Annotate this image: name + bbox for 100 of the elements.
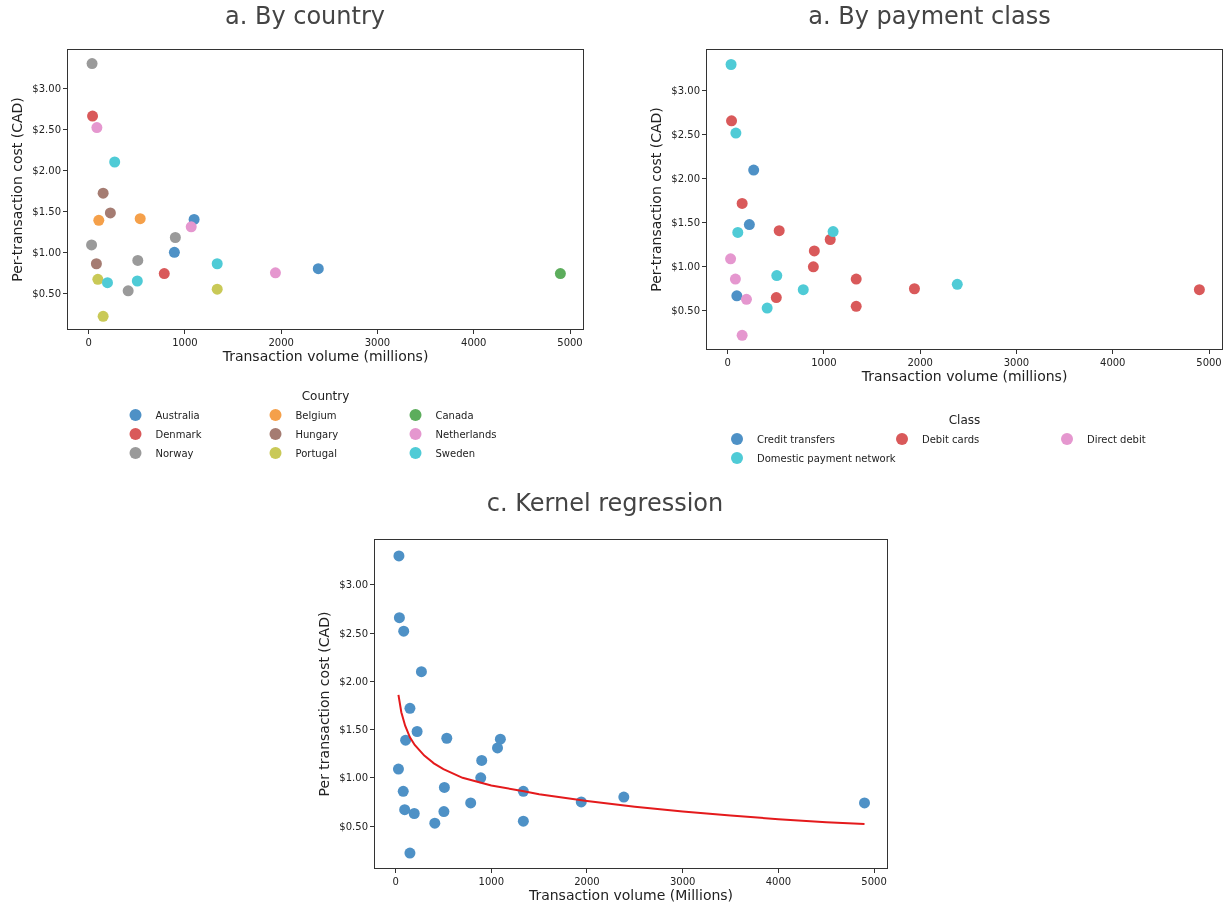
point (725, 59, 737, 71)
point (465, 797, 477, 809)
point (618, 791, 630, 803)
point (87, 110, 99, 122)
legend-label: Denmark (155, 428, 202, 440)
point (185, 221, 197, 233)
y-tick-label: $3.00 (339, 579, 368, 591)
y-tick-label: $3.00 (671, 85, 700, 97)
y-tick-label: $0.50 (339, 820, 368, 832)
point (517, 815, 529, 827)
x-tick-label: 2000 (574, 876, 600, 887)
point (269, 267, 281, 279)
legend-title: Country (301, 389, 350, 404)
legend-label: Australia (155, 409, 200, 421)
point (476, 754, 488, 766)
chart-title: c. Kernel regression (486, 489, 724, 518)
y-tick-label: $2.00 (32, 164, 61, 176)
point (86, 58, 98, 70)
x-tick-label: 4000 (1100, 357, 1126, 368)
point (441, 732, 453, 744)
point (408, 807, 420, 819)
legend-label: Hungary (295, 428, 339, 440)
point (429, 817, 441, 829)
x-tick-label: 5000 (1196, 357, 1222, 368)
x-tick-label: 2000 (907, 357, 933, 368)
y-tick-label: $1.50 (32, 205, 61, 217)
y-tick-label: $1.00 (339, 772, 368, 784)
x-tick-label: 0 (392, 876, 399, 887)
x-tick-label: 4000 (461, 337, 487, 348)
legend-label: Domestic payment network (757, 452, 896, 464)
point (729, 273, 741, 285)
point (90, 258, 102, 270)
point (404, 847, 416, 859)
y-tick-label: $0.50 (671, 305, 700, 317)
point (131, 275, 143, 287)
y-tick-label: $3.00 (32, 82, 61, 94)
point (86, 239, 98, 251)
x-axis-title: Transaction volume (millions) (860, 368, 1068, 385)
point (398, 625, 410, 637)
point (400, 734, 412, 746)
y-tick-label: $1.00 (32, 246, 61, 258)
chart-title: a. By country (224, 2, 386, 30)
x-tick-label: 1000 (811, 357, 837, 368)
x-tick-label: 3000 (669, 876, 696, 887)
point (850, 273, 862, 285)
x-tick-label: 3000 (364, 337, 391, 348)
point (771, 270, 783, 282)
point (97, 187, 109, 199)
point (908, 283, 920, 295)
legend-title: Class (948, 413, 981, 428)
point (211, 283, 223, 295)
x-tick-label: 0 (724, 357, 731, 368)
point (404, 702, 416, 714)
point (158, 268, 170, 280)
legend-label: Netherlands (435, 428, 497, 440)
y-axis-title: Per transaction cost (CAD) (315, 611, 332, 797)
point (951, 278, 963, 290)
x-tick-label: 5000 (557, 337, 583, 348)
y-axis-title: Per-transaction cost (CAD) (8, 97, 25, 282)
point (808, 245, 820, 257)
y-tick-label: $2.50 (671, 129, 700, 141)
point (732, 226, 744, 238)
y-tick-label: $2.00 (671, 173, 700, 185)
point (736, 197, 748, 209)
point (101, 277, 113, 289)
point (494, 733, 506, 745)
point (392, 763, 404, 775)
legend-label: Portugal (295, 447, 337, 459)
y-tick-label: $0.50 (32, 287, 61, 299)
point (726, 115, 738, 127)
line-series (397, 693, 866, 826)
legend-label: Debit cards (922, 433, 980, 445)
point (393, 612, 405, 624)
legend-label: Belgium (295, 409, 337, 421)
x-axis-title: Transaction volume (millions) (221, 348, 429, 365)
y-tick-label: $2.50 (32, 123, 61, 135)
point (122, 285, 134, 297)
point (397, 785, 409, 797)
point (109, 156, 121, 168)
point (168, 246, 180, 258)
point (554, 268, 566, 280)
y-tick-label: $2.00 (339, 675, 368, 687)
point (104, 207, 116, 219)
point (393, 550, 405, 562)
point (740, 293, 752, 305)
point (736, 329, 748, 341)
point (92, 273, 104, 285)
y-tick-label: $2.50 (339, 627, 368, 639)
point (399, 804, 411, 816)
point (438, 806, 450, 818)
point (91, 122, 103, 134)
point (438, 781, 450, 793)
x-tick-label: 1000 (478, 876, 505, 887)
point (411, 725, 423, 737)
point (169, 232, 181, 243)
x-tick-label: 3000 (1003, 357, 1030, 368)
x-tick-label: 4000 (765, 876, 792, 887)
point (132, 254, 144, 266)
legend-label: Canada (435, 409, 474, 421)
point (93, 214, 105, 226)
